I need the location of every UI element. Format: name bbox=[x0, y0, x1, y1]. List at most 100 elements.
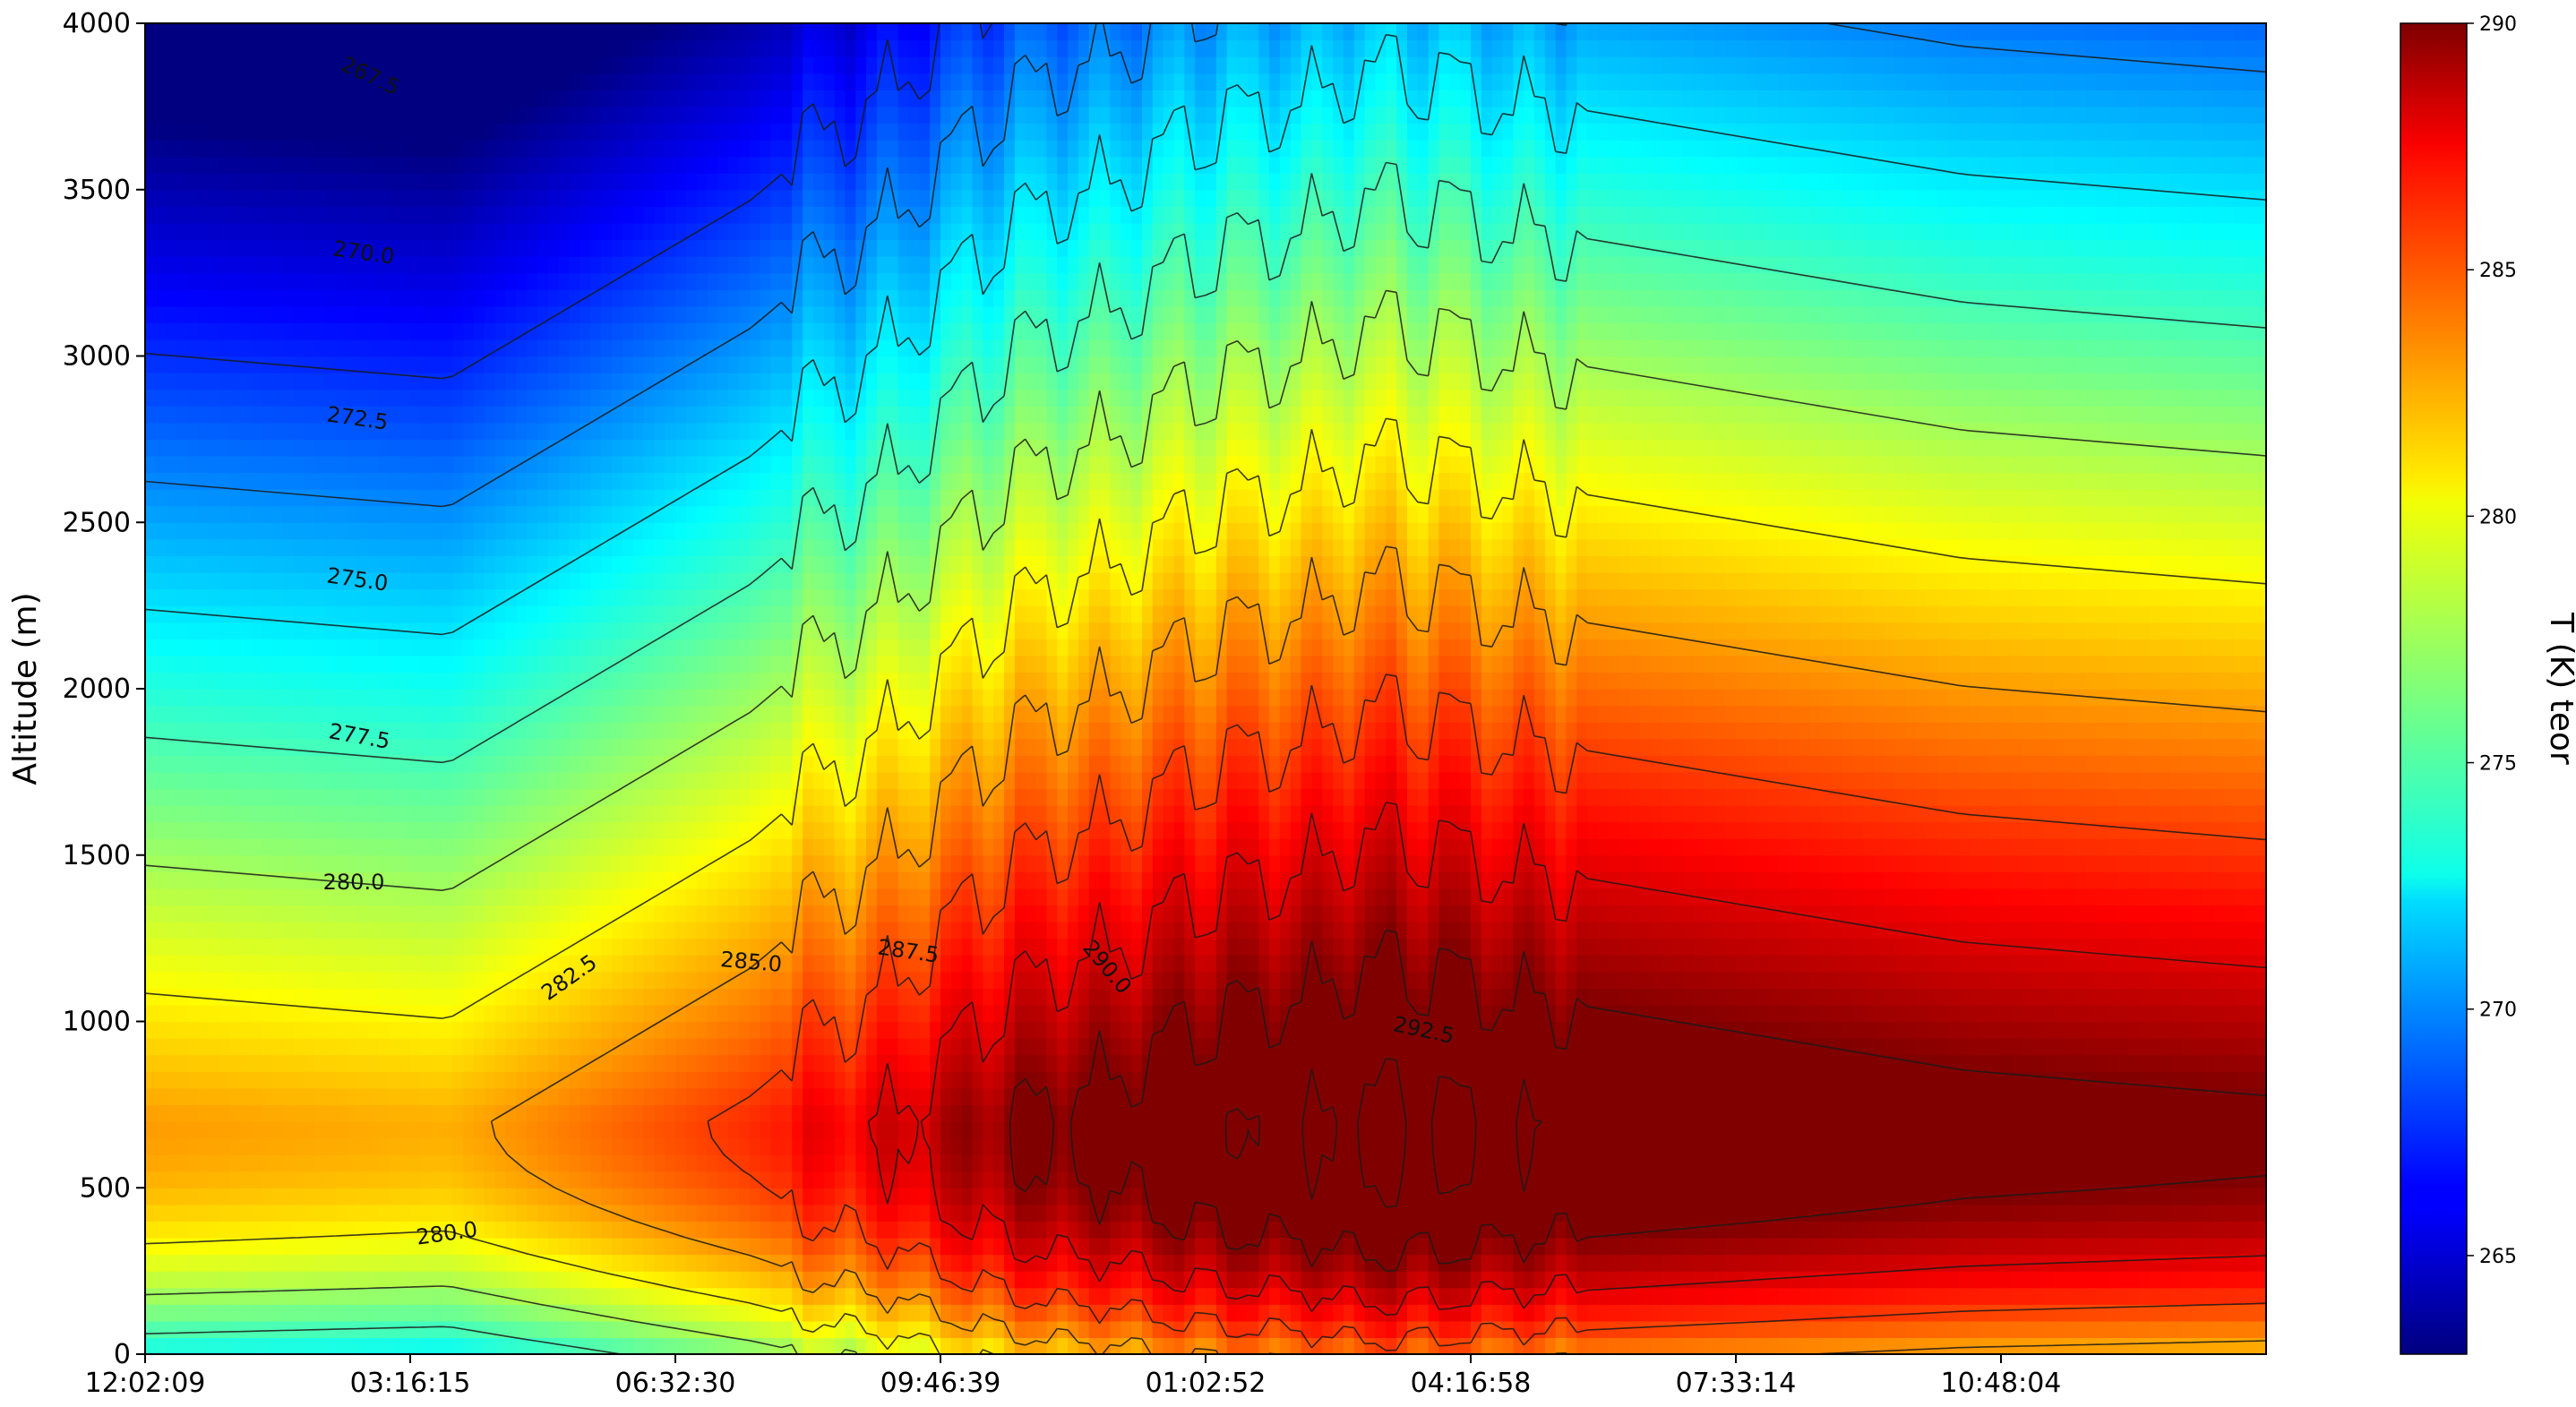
heatmap-cell bbox=[463, 1104, 475, 1122]
heatmap-cell bbox=[1842, 1137, 1853, 1155]
heatmap-cell bbox=[1035, 1071, 1047, 1089]
heatmap-cell bbox=[2128, 1004, 2140, 1023]
heatmap-cell bbox=[2255, 1154, 2266, 1172]
heatmap-cell bbox=[1258, 1271, 1270, 1289]
heatmap-cell bbox=[1608, 1304, 1620, 1322]
heatmap-cell bbox=[1725, 1071, 1737, 1089]
heatmap-cell bbox=[431, 1337, 443, 1354]
heatmap-cell bbox=[1916, 1237, 1928, 1256]
heatmap-cell bbox=[484, 1237, 496, 1256]
heatmap-cell bbox=[2138, 1337, 2151, 1354]
heatmap-cell bbox=[1206, 1320, 1217, 1339]
heatmap-cell bbox=[494, 1271, 507, 1289]
heatmap-cell bbox=[2170, 1337, 2182, 1354]
heatmap-cell bbox=[1141, 1188, 1154, 1205]
heatmap-cell bbox=[2181, 1054, 2193, 1072]
heatmap-cell bbox=[1152, 955, 1164, 973]
heatmap-cell bbox=[1014, 988, 1026, 1006]
heatmap-cell bbox=[2149, 971, 2161, 989]
heatmap-cell bbox=[1756, 1137, 1769, 1155]
heatmap-cell bbox=[1927, 1104, 1938, 1122]
heatmap-cell bbox=[1438, 1221, 1450, 1239]
heatmap-cell bbox=[1704, 1304, 1715, 1322]
heatmap-cell bbox=[1927, 1021, 1938, 1039]
heatmap-cell bbox=[1343, 1271, 1355, 1289]
heatmap-cell bbox=[728, 1038, 740, 1056]
heatmap-cell bbox=[1343, 1237, 1355, 1256]
heatmap-cell bbox=[1842, 1104, 1853, 1122]
heatmap-cell bbox=[1121, 1104, 1132, 1122]
heatmap-cell bbox=[240, 1254, 252, 1272]
heatmap-cell bbox=[972, 938, 983, 956]
heatmap-cell bbox=[1269, 938, 1281, 956]
heatmap-cell bbox=[1131, 1320, 1143, 1339]
heatmap-cell bbox=[1767, 1287, 1779, 1305]
heatmap-cell bbox=[1046, 938, 1058, 956]
heatmap-cell bbox=[1778, 1004, 1790, 1023]
heatmap-cell bbox=[1842, 1304, 1853, 1322]
heatmap-cell bbox=[2085, 1104, 2098, 1122]
heatmap-cell bbox=[2085, 1271, 2098, 1289]
heatmap-cell bbox=[1131, 955, 1143, 973]
heatmap-cell bbox=[1936, 1237, 1949, 1256]
heatmap-cell bbox=[2001, 1071, 2013, 1089]
heatmap-cell bbox=[1513, 1120, 1524, 1139]
heatmap-cell bbox=[1449, 1287, 1461, 1305]
heatmap-cell bbox=[1852, 938, 1864, 956]
heatmap-cell bbox=[2043, 1304, 2055, 1322]
heatmap-cell bbox=[1767, 1054, 1779, 1072]
heatmap-cell bbox=[1767, 1337, 1779, 1354]
heatmap-cell bbox=[1215, 1071, 1228, 1089]
heatmap-cell bbox=[1163, 1171, 1175, 1188]
heatmap-cell bbox=[2043, 988, 2055, 1006]
heatmap-cell bbox=[1778, 1271, 1790, 1289]
heatmap-cell bbox=[558, 1137, 571, 1155]
heatmap-cell bbox=[2117, 1171, 2129, 1188]
heatmap-cell bbox=[1873, 1254, 1885, 1272]
heatmap-cell bbox=[516, 1154, 528, 1172]
heatmap-cell bbox=[325, 1271, 337, 1289]
heatmap-cell bbox=[2001, 1204, 2013, 1223]
heatmap-cell bbox=[1736, 1188, 1747, 1205]
heatmap-cell bbox=[1863, 1021, 1875, 1039]
heatmap-cell bbox=[442, 1271, 453, 1289]
heatmap-cell bbox=[1587, 1237, 1599, 1256]
heatmap-cell bbox=[155, 1171, 167, 1188]
heatmap-cell bbox=[410, 1171, 422, 1188]
heatmap-cell bbox=[1809, 1204, 1822, 1223]
heatmap-cell bbox=[2223, 1271, 2236, 1289]
heatmap-cell bbox=[1057, 1304, 1069, 1322]
heatmap-cell bbox=[834, 1287, 846, 1305]
heatmap-cell bbox=[1460, 1204, 1472, 1223]
heatmap-cell bbox=[198, 938, 210, 956]
heatmap-cell bbox=[812, 1287, 825, 1305]
heatmap-cell bbox=[1544, 1120, 1557, 1139]
heatmap-cell bbox=[1460, 1287, 1472, 1305]
heatmap-cell bbox=[2181, 1337, 2193, 1354]
heatmap-cell bbox=[2054, 1304, 2065, 1322]
heatmap-cell bbox=[1078, 1120, 1090, 1139]
heatmap-cell bbox=[1725, 1237, 1737, 1256]
heatmap-cell bbox=[654, 1304, 665, 1322]
heatmap-cell bbox=[792, 1287, 803, 1305]
heatmap-cell bbox=[463, 1304, 475, 1322]
heatmap-cell bbox=[855, 1237, 867, 1256]
heatmap-cell bbox=[1226, 1204, 1239, 1223]
heatmap-cell bbox=[452, 938, 464, 956]
heatmap-cell bbox=[781, 1304, 793, 1322]
heatmap-cell bbox=[803, 1204, 814, 1223]
heatmap-cell bbox=[1576, 1071, 1588, 1089]
heatmap-cell bbox=[1417, 1154, 1430, 1172]
heatmap-cell bbox=[1555, 1071, 1567, 1089]
heatmap-cell bbox=[336, 1287, 348, 1305]
heatmap-cell bbox=[325, 1120, 337, 1139]
heatmap-cell bbox=[1693, 1304, 1705, 1322]
heatmap-cell bbox=[2085, 1188, 2098, 1205]
heatmap-cell bbox=[1364, 1337, 1377, 1354]
heatmap-cell bbox=[2096, 1304, 2108, 1322]
heatmap-cell bbox=[1524, 938, 1535, 956]
heatmap-cell bbox=[696, 1120, 708, 1139]
heatmap-cell bbox=[2255, 1071, 2266, 1089]
heatmap-cell bbox=[1057, 1337, 1069, 1354]
heatmap-cell bbox=[1121, 1137, 1132, 1155]
